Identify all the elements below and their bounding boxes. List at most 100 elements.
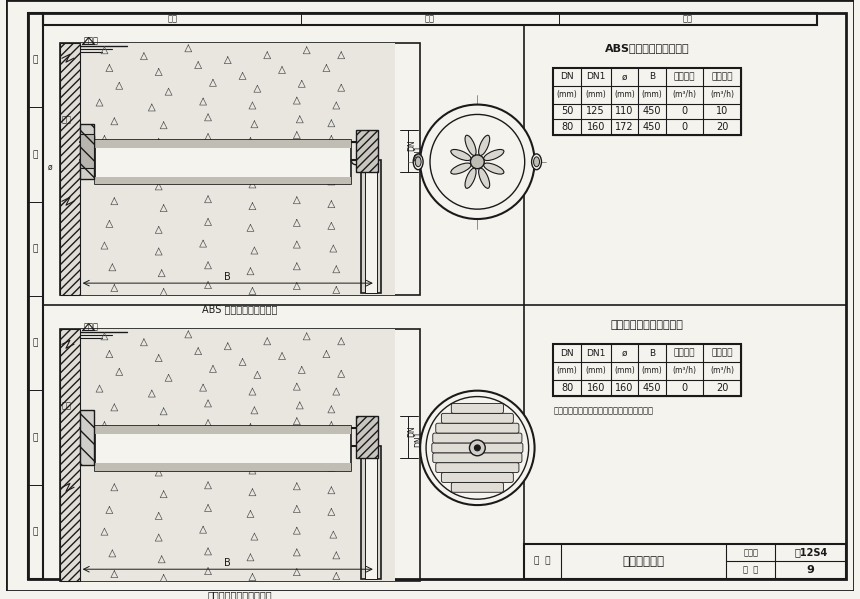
Ellipse shape [451, 163, 471, 174]
Circle shape [475, 445, 481, 451]
Circle shape [430, 114, 525, 209]
Text: (m³/h): (m³/h) [673, 90, 697, 99]
Bar [95, 462, 351, 471]
Ellipse shape [531, 154, 542, 170]
Text: 0: 0 [681, 107, 688, 116]
Text: 最大流量: 最大流量 [711, 72, 733, 81]
Circle shape [470, 155, 484, 169]
Ellipse shape [479, 135, 489, 156]
Text: 图集号: 图集号 [743, 548, 759, 557]
Bar [95, 426, 351, 434]
Text: 游泳池: 游泳池 [83, 322, 98, 331]
Text: DN: DN [561, 349, 574, 358]
Text: 50: 50 [561, 107, 574, 116]
FancyBboxPatch shape [433, 433, 522, 443]
Text: ABS可调式布水口尺寸表: ABS可调式布水口尺寸表 [605, 43, 690, 53]
Text: 0: 0 [681, 122, 688, 132]
Text: 最小流量: 最小流量 [673, 349, 695, 358]
Circle shape [426, 397, 529, 499]
Bar [80, 125, 94, 179]
Ellipse shape [533, 157, 539, 167]
Bar [80, 43, 396, 167]
Ellipse shape [451, 150, 471, 161]
Text: 页  次: 页 次 [743, 565, 759, 574]
Bar [80, 410, 94, 465]
Text: 图  名: 图 名 [534, 557, 550, 566]
Bar [60, 329, 421, 581]
Bar [60, 43, 80, 295]
Text: (mm): (mm) [586, 367, 606, 376]
Text: 注：本图据杭州金泰泳池设备公司产品编制。: 注：本图据杭州金泰泳池设备公司产品编制。 [553, 406, 654, 415]
Text: B: B [649, 349, 655, 358]
FancyBboxPatch shape [432, 443, 523, 453]
Ellipse shape [413, 154, 423, 170]
Text: 池壁: 池壁 [62, 401, 72, 410]
Text: 9: 9 [807, 565, 814, 575]
FancyBboxPatch shape [441, 413, 513, 423]
Text: (mm): (mm) [556, 367, 578, 376]
Ellipse shape [415, 157, 421, 167]
Circle shape [470, 440, 485, 456]
Text: 可调式进水口: 可调式进水口 [623, 555, 665, 568]
Bar [361, 160, 381, 293]
Ellipse shape [479, 168, 489, 188]
Text: DN1: DN1 [586, 72, 605, 81]
Circle shape [421, 105, 535, 219]
FancyBboxPatch shape [452, 482, 503, 492]
Ellipse shape [465, 135, 476, 156]
Text: 20: 20 [716, 383, 728, 393]
Text: 水水: 水水 [425, 14, 435, 23]
Bar [356, 416, 378, 458]
Text: 160: 160 [587, 122, 605, 132]
Text: 450: 450 [642, 383, 661, 393]
Text: 80: 80 [561, 383, 574, 393]
Text: 池壁: 池壁 [62, 115, 72, 124]
Text: ABS 可调式进水口外形图: ABS 可调式进水口外形图 [202, 304, 278, 314]
Bar [95, 140, 351, 148]
Bar [28, 13, 43, 579]
Text: (m³/h): (m³/h) [710, 367, 734, 376]
Text: 专业: 专业 [167, 14, 177, 23]
Bar [365, 160, 377, 293]
Text: (mm): (mm) [586, 90, 606, 99]
Text: 172: 172 [615, 122, 634, 132]
Text: 核: 核 [33, 338, 38, 347]
Text: 125: 125 [587, 107, 605, 116]
Text: ø: ø [622, 72, 627, 81]
Bar [553, 344, 740, 395]
Text: (m³/h): (m³/h) [710, 90, 734, 99]
Text: (mm): (mm) [642, 367, 662, 376]
Bar [60, 329, 80, 581]
Text: (m³/h): (m³/h) [673, 367, 697, 376]
Bar [95, 177, 351, 184]
Text: B: B [649, 72, 655, 81]
Text: ø: ø [48, 162, 52, 171]
Text: (mm): (mm) [614, 90, 635, 99]
Ellipse shape [483, 163, 504, 174]
Bar [80, 329, 396, 453]
Circle shape [421, 391, 535, 505]
FancyBboxPatch shape [433, 453, 522, 462]
Text: 校: 校 [33, 244, 38, 253]
Text: 计: 计 [33, 150, 38, 159]
Text: 110: 110 [615, 107, 634, 116]
Text: DN: DN [408, 425, 417, 437]
Bar [553, 68, 740, 135]
Text: 审: 审 [33, 433, 38, 442]
FancyBboxPatch shape [441, 473, 513, 482]
Bar [524, 543, 846, 579]
Text: (mm): (mm) [614, 367, 635, 376]
Text: (mm): (mm) [642, 90, 662, 99]
Text: 钢质可调式布水口尺寸表: 钢质可调式布水口尺寸表 [611, 319, 684, 329]
Bar [60, 43, 421, 295]
Text: B: B [224, 272, 231, 282]
Text: 游泳池: 游泳池 [83, 36, 98, 45]
Ellipse shape [483, 150, 504, 161]
Text: DN1: DN1 [586, 349, 605, 358]
FancyBboxPatch shape [452, 404, 503, 413]
Text: 消防: 消防 [683, 14, 693, 23]
Bar [361, 446, 381, 579]
Text: DN1: DN1 [415, 431, 424, 447]
Bar [43, 13, 817, 25]
Bar [356, 130, 378, 172]
